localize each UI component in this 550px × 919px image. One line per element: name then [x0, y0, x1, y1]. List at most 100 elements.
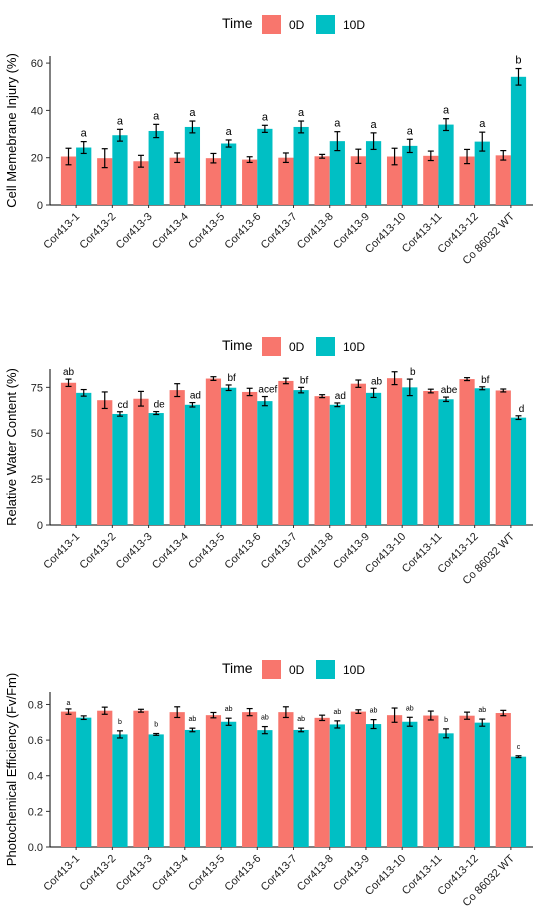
- bar-0D-Co 86032 WT: [495, 713, 511, 847]
- bar-10D-Cor413-9: [365, 724, 382, 847]
- legend-title: Time: [222, 660, 253, 676]
- x-tick-label: Cor413-3: [114, 211, 155, 252]
- legend-label-10D: 10D: [343, 18, 365, 32]
- x-tick-label: Cor413-8: [295, 853, 336, 894]
- bar-0D-Cor413-7: [278, 157, 294, 205]
- bar-0D-Cor413-12: [459, 156, 475, 205]
- bar-0D-Cor413-5: [205, 715, 222, 847]
- bar-10D-Cor413-10: [402, 387, 418, 525]
- bar-10D-Co 86032 WT: [510, 417, 527, 525]
- x-tick-label: Cor413-1: [41, 531, 82, 572]
- significance-label: a: [479, 118, 486, 130]
- significance-label: abe: [441, 385, 458, 396]
- x-tick-label: Cor413-5: [186, 853, 227, 894]
- bar-10D-Cor413-8: [329, 141, 345, 205]
- bar-0D-Cor413-2: [97, 158, 113, 205]
- significance-label: b: [410, 367, 416, 378]
- significance-label: b: [154, 722, 158, 729]
- significance-label: c: [517, 744, 521, 751]
- y-tick-label: 0.2: [28, 806, 43, 818]
- significance-label: ab: [225, 706, 233, 713]
- significance-label: a: [334, 118, 341, 130]
- bar-0D-Cor413-2: [97, 400, 113, 525]
- bar-0D-Cor413-8: [314, 396, 330, 525]
- bar-0D-Cor413-6: [242, 391, 258, 525]
- x-tick-label: Cor413-5: [186, 211, 227, 252]
- y-tick-label: 0.6: [28, 735, 43, 747]
- x-tick-label: Cor413-6: [222, 853, 263, 894]
- bar-10D-Cor413-6: [257, 128, 273, 205]
- y-tick-label: 75: [31, 382, 43, 394]
- bar-0D-Cor413-2: [97, 710, 113, 847]
- legend: Time 0D 10D: [222, 15, 365, 34]
- bar-0D-Co 86032 WT: [495, 390, 511, 525]
- x-tick-label: Cor413-2: [78, 853, 119, 894]
- significance-label: a: [189, 107, 196, 119]
- bar-0D-Cor413-1: [60, 382, 77, 525]
- bar-0D-Cor413-12: [459, 715, 475, 847]
- x-tick-label: Cor413-7: [259, 531, 300, 572]
- legend-swatch-10D: [316, 337, 335, 356]
- legend: Time 0D 10D: [222, 660, 365, 679]
- bar-0D-Cor413-9: [350, 156, 366, 205]
- bar-10D-Cor413-2: [112, 413, 128, 525]
- legend-label-0D: 0D: [289, 663, 305, 677]
- x-tick-label: Cor413-5: [186, 531, 227, 572]
- x-tick-label: Cor413-2: [78, 211, 119, 252]
- y-tick-label: 60: [31, 58, 43, 70]
- significance-label: a: [298, 107, 305, 119]
- legend-swatch-0D: [262, 660, 281, 679]
- significance-label: ab: [371, 376, 383, 387]
- y-tick-label: 0.8: [28, 699, 43, 711]
- bar-10D-Cor413-11: [438, 124, 454, 205]
- bar-0D-Cor413-3: [133, 398, 149, 525]
- bar-10D-Cor413-10: [402, 721, 418, 847]
- significance-label: cd: [118, 400, 129, 411]
- bar-10D-Cor413-11: [438, 733, 454, 847]
- bar-0D-Cor413-1: [60, 156, 77, 205]
- x-tick-label: Cor413-7: [259, 853, 300, 894]
- y-axis-label: Photochemical Efficiency (Fv/Fm): [4, 673, 19, 866]
- chart-panel-3: Time 0D 10D 0.0 0.2 0.4 0.6 0.8 Photochemical Ef…: [4, 660, 533, 909]
- bar-0D-Cor413-9: [350, 711, 366, 847]
- bar-0D-Cor413-11: [423, 391, 439, 525]
- y-tick-label: 25: [31, 474, 43, 486]
- x-tick-label: Cor413-1: [41, 853, 82, 894]
- significance-label: ad: [335, 391, 346, 402]
- legend-label-0D: 0D: [289, 18, 305, 32]
- x-tick-label: Cor413-6: [222, 211, 263, 252]
- significance-label: ad: [190, 391, 201, 402]
- bar-0D-Cor413-10: [386, 378, 403, 525]
- legend-title: Time: [222, 337, 253, 353]
- x-tick-label: Cor413-4: [150, 531, 191, 572]
- legend-swatch-0D: [262, 15, 281, 34]
- bar-10D-Cor413-10: [402, 145, 418, 205]
- x-tick-label: Cor413-3: [114, 531, 155, 572]
- significance-label: de: [154, 400, 166, 411]
- x-tick-label: Cor413-7: [259, 211, 300, 252]
- y-tick-label: 0: [37, 520, 43, 532]
- x-tick-label: Cor413-2: [78, 531, 119, 572]
- x-tick-label: Cor413-4: [150, 853, 191, 894]
- significance-label: a: [81, 128, 88, 140]
- bar-10D-Co 86032 WT: [510, 76, 527, 205]
- x-tick-label: Cor413-6: [222, 531, 263, 572]
- legend-title: Time: [222, 15, 253, 31]
- bar-10D-Cor413-9: [365, 141, 382, 205]
- bar-0D-Cor413-6: [242, 712, 258, 847]
- legend-label-10D: 10D: [343, 663, 365, 677]
- y-tick-label: 0.4: [28, 771, 43, 783]
- legend: Time 0D 10D: [222, 337, 365, 356]
- bar-10D-Cor413-1: [76, 392, 92, 525]
- bar-0D-Cor413-12: [459, 379, 475, 525]
- bar-0D-Cor413-11: [423, 715, 439, 847]
- bar-0D-Cor413-7: [278, 712, 294, 847]
- significance-label: ab: [406, 705, 414, 712]
- bar-0D-Cor413-1: [60, 711, 77, 847]
- bar-10D-Cor413-7: [293, 729, 309, 847]
- bar-10D-Cor413-4: [184, 729, 201, 847]
- legend-label-0D: 0D: [289, 340, 305, 354]
- bar-0D-Cor413-3: [133, 710, 149, 847]
- significance-label: b: [515, 55, 521, 67]
- significance-label: a: [371, 119, 378, 131]
